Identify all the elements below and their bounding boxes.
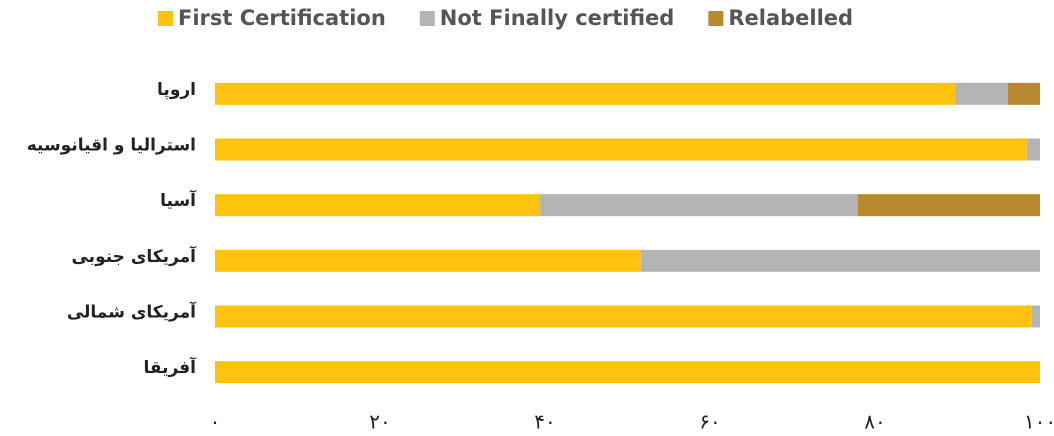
bar-segment: [215, 305, 1032, 328]
bar-segment: [215, 194, 541, 217]
bar-segment: [1031, 305, 1040, 328]
legend-label: First Certification: [178, 6, 386, 30]
legend-label: Not Finally certified: [440, 6, 675, 30]
x-tick-label: ۱۰۰: [1024, 410, 1054, 434]
x-tick-label: ۴۰: [534, 410, 555, 434]
legend-label: Relabelled: [728, 6, 853, 30]
bar-segment: [640, 249, 1040, 272]
category-label: آمریکای جنوبی: [71, 245, 197, 267]
x-tick-label: ۶۰: [699, 410, 720, 434]
legend-swatch: [158, 11, 173, 26]
category-label: آسیا: [160, 189, 197, 211]
legend-swatch: [708, 11, 724, 26]
x-tick-label: ۸۰: [864, 410, 885, 434]
bar-segment: [215, 138, 1027, 161]
bar-segment: [215, 82, 956, 105]
bar-segment: [215, 249, 641, 272]
category-label: آفریقا: [143, 356, 197, 378]
bar-segment: [857, 194, 1040, 217]
category-label: استرالیا و اقیانوسیه: [27, 136, 196, 156]
bar-segment: [540, 194, 858, 217]
bar-segment: [1007, 82, 1040, 105]
bar-segment: [1026, 138, 1040, 161]
category-label: اروپا: [157, 80, 196, 100]
x-tick-label: ۰: [210, 410, 221, 434]
legend-swatch: [419, 11, 435, 26]
category-label: آمریکای شمالی: [67, 301, 197, 323]
x-tick-label: ۲۰: [369, 410, 390, 434]
bar-segment: [955, 82, 1008, 105]
bar-segment: [215, 361, 1040, 384]
